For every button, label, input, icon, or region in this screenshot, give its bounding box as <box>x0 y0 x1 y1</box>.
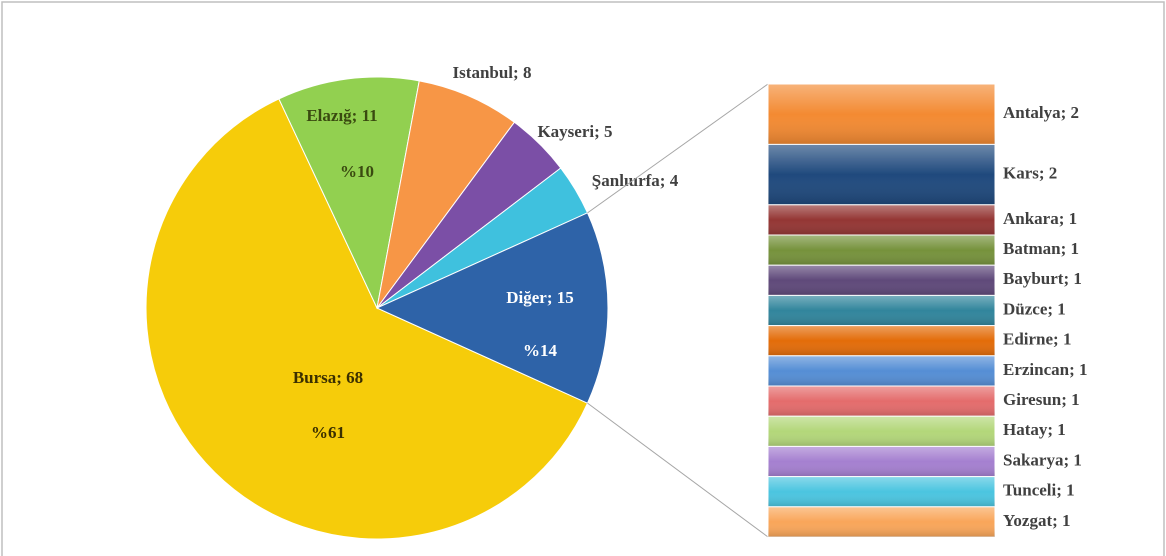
bar-shine <box>768 386 995 417</box>
slice-label: Istanbul; 8 <box>453 63 532 82</box>
bar-shine <box>768 325 995 356</box>
percent-label: %10 <box>340 162 374 181</box>
bar-label: Antalya; 2 <box>1003 103 1079 122</box>
bar-shine <box>768 295 995 326</box>
bar-label: Erzincan; 1 <box>1003 360 1088 379</box>
bar-label: Kars; 2 <box>1003 164 1057 183</box>
bar-shine <box>768 446 995 477</box>
bar-shine <box>768 84 995 145</box>
pie-slice <box>278 76 420 310</box>
bar-label: Edirne; 1 <box>1003 330 1071 349</box>
pie-slice <box>375 212 609 404</box>
bar-label: Giresun; 1 <box>1003 390 1080 409</box>
bar-label: Hatay; 1 <box>1003 420 1066 439</box>
bar-label: Düzce; 1 <box>1003 299 1066 318</box>
bar-label: Sakarya; 1 <box>1003 450 1082 469</box>
bar-shine <box>768 265 995 296</box>
slice-label: Elazığ; 11 <box>306 106 377 125</box>
slice-label: Diğer; 15 <box>506 288 574 307</box>
connector-line <box>587 402 769 538</box>
bar-shine <box>768 144 995 205</box>
bar-shine <box>768 476 995 507</box>
slice-label: Şanlıurfa; 4 <box>592 171 679 190</box>
bar-shine <box>768 235 995 266</box>
bar-label: Tunceli; 1 <box>1003 481 1075 500</box>
bar-shine <box>768 506 995 537</box>
pie-slice <box>376 80 516 309</box>
percent-label: %14 <box>523 341 558 360</box>
bar-label: Yozgat; 1 <box>1003 511 1071 530</box>
connector-line <box>587 83 769 214</box>
bar-shine <box>768 416 995 447</box>
pie-slice <box>145 98 589 540</box>
bar-label: Bayburt; 1 <box>1003 269 1082 288</box>
slice-label: Bursa; 68 <box>293 368 363 387</box>
bar-shine <box>768 355 995 386</box>
slice-label: Kayseri; 5 <box>537 122 612 141</box>
percent-label: %61 <box>311 423 345 442</box>
bar-shine <box>768 204 995 235</box>
bar-label: Ankara; 1 <box>1003 209 1077 228</box>
bar-label: Batman; 1 <box>1003 239 1079 258</box>
